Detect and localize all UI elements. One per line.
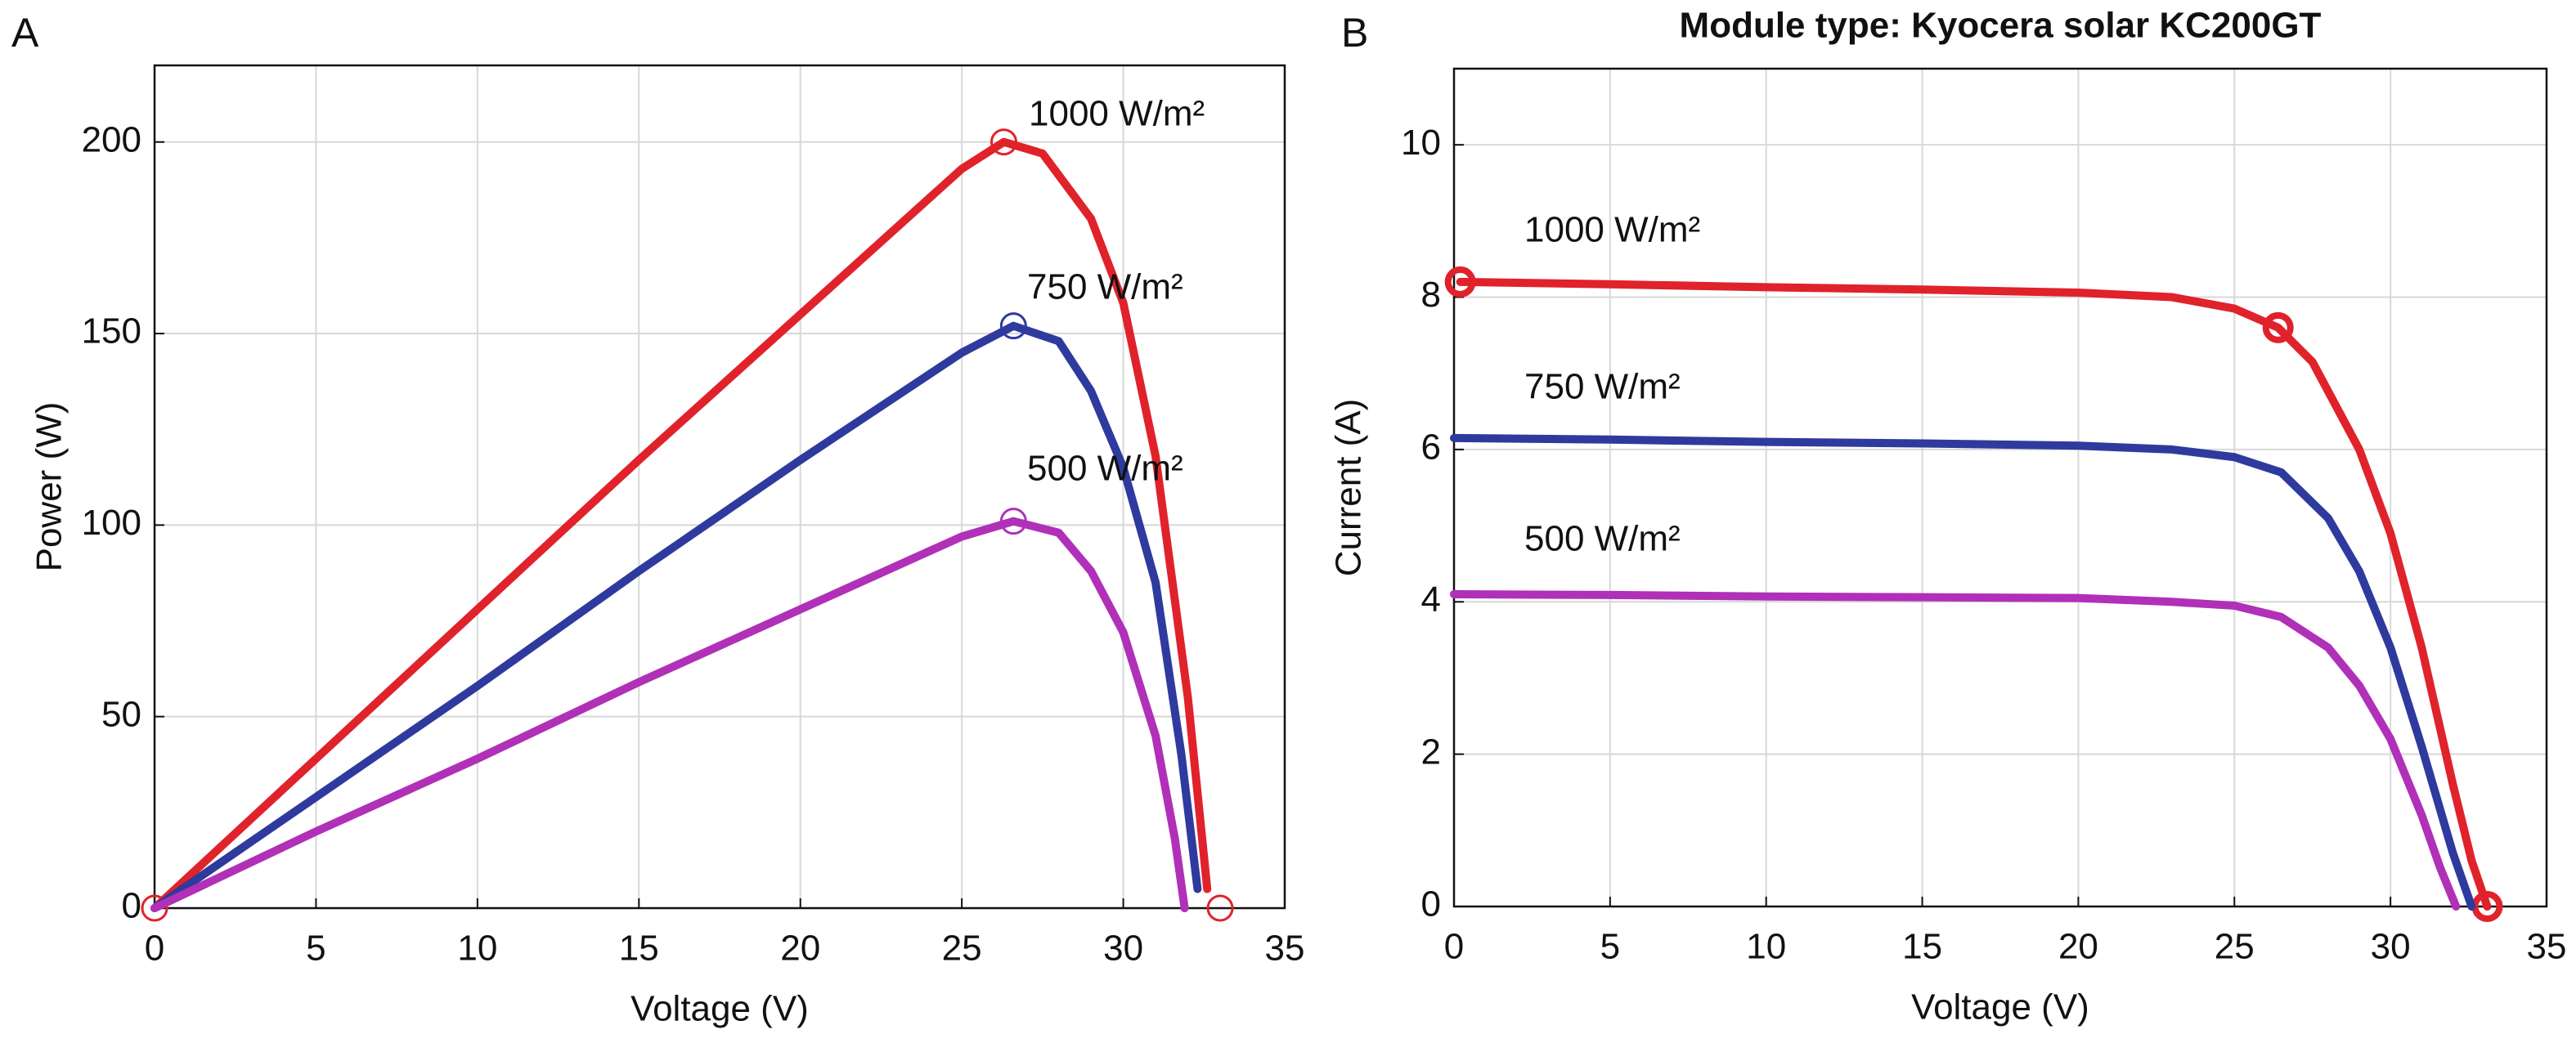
y-tick-label: 200 — [82, 119, 141, 159]
x-tick-label: 30 — [2371, 927, 2411, 967]
point-marker — [990, 128, 1017, 156]
series-line — [150, 321, 1202, 912]
y-tick-label: 100 — [82, 503, 141, 543]
y-tick-label: 2 — [1421, 732, 1441, 772]
x-tick-label: 15 — [619, 929, 659, 969]
y-axis-label: Power (W) — [29, 402, 70, 572]
x-tick-label: 35 — [1265, 929, 1305, 969]
x-tick-label: 25 — [942, 929, 982, 969]
series-label: 750 W/m² — [1027, 267, 1183, 307]
point-marker — [999, 312, 1027, 340]
series-line — [1450, 589, 2461, 911]
series-line — [150, 517, 1189, 912]
chart-title: Module type: Kyocera solar KC200GT — [1680, 6, 2322, 46]
x-tick-label: 20 — [780, 929, 820, 969]
x-tick-label: 25 — [2215, 927, 2255, 967]
x-tick-label: 0 — [145, 929, 164, 969]
series-label: 500 W/m² — [1524, 519, 1681, 559]
point-marker — [141, 894, 168, 922]
y-tick-label: 4 — [1421, 580, 1441, 620]
point-marker — [999, 508, 1027, 535]
x-tick-label: 20 — [2058, 927, 2098, 967]
point-marker — [1206, 894, 1234, 922]
panel-label: B — [1341, 10, 1368, 56]
series-line — [1456, 277, 2492, 911]
x-axis-label: Voltage (V) — [631, 989, 809, 1029]
y-tick-label: 6 — [1421, 427, 1441, 468]
y-tick-label: 150 — [82, 311, 141, 351]
x-tick-label: 15 — [1902, 927, 1942, 967]
y-tick-label: 0 — [1421, 884, 1441, 924]
panel-label: A — [11, 10, 39, 56]
series-label: 500 W/m² — [1027, 449, 1183, 489]
y-axis-label: Current (A) — [1329, 399, 1369, 577]
series-line — [150, 137, 1212, 912]
x-tick-label: 5 — [306, 929, 325, 969]
x-tick-label: 30 — [1103, 929, 1143, 969]
x-tick-label: 10 — [1746, 927, 1786, 967]
series-label: 1000 W/m² — [1524, 210, 1700, 250]
y-tick-label: 50 — [101, 694, 141, 734]
y-tick-label: 8 — [1421, 275, 1441, 315]
point-marker — [2262, 311, 2294, 343]
y-tick-label: 10 — [1401, 123, 1441, 163]
point-marker — [1444, 266, 1476, 298]
series-label: 750 W/m² — [1524, 367, 1681, 407]
series-line — [1450, 433, 2476, 911]
series-label: 1000 W/m² — [1029, 94, 1205, 134]
x-tick-label: 35 — [2527, 927, 2567, 967]
plot-frame — [153, 64, 1286, 910]
x-tick-label: 5 — [1600, 927, 1620, 967]
plot-frame — [1452, 67, 2548, 908]
x-tick-label: 10 — [457, 929, 497, 969]
x-tick-label: 0 — [1444, 927, 1464, 967]
x-axis-label: Voltage (V) — [1911, 987, 2089, 1027]
y-tick-label: 0 — [122, 886, 141, 926]
